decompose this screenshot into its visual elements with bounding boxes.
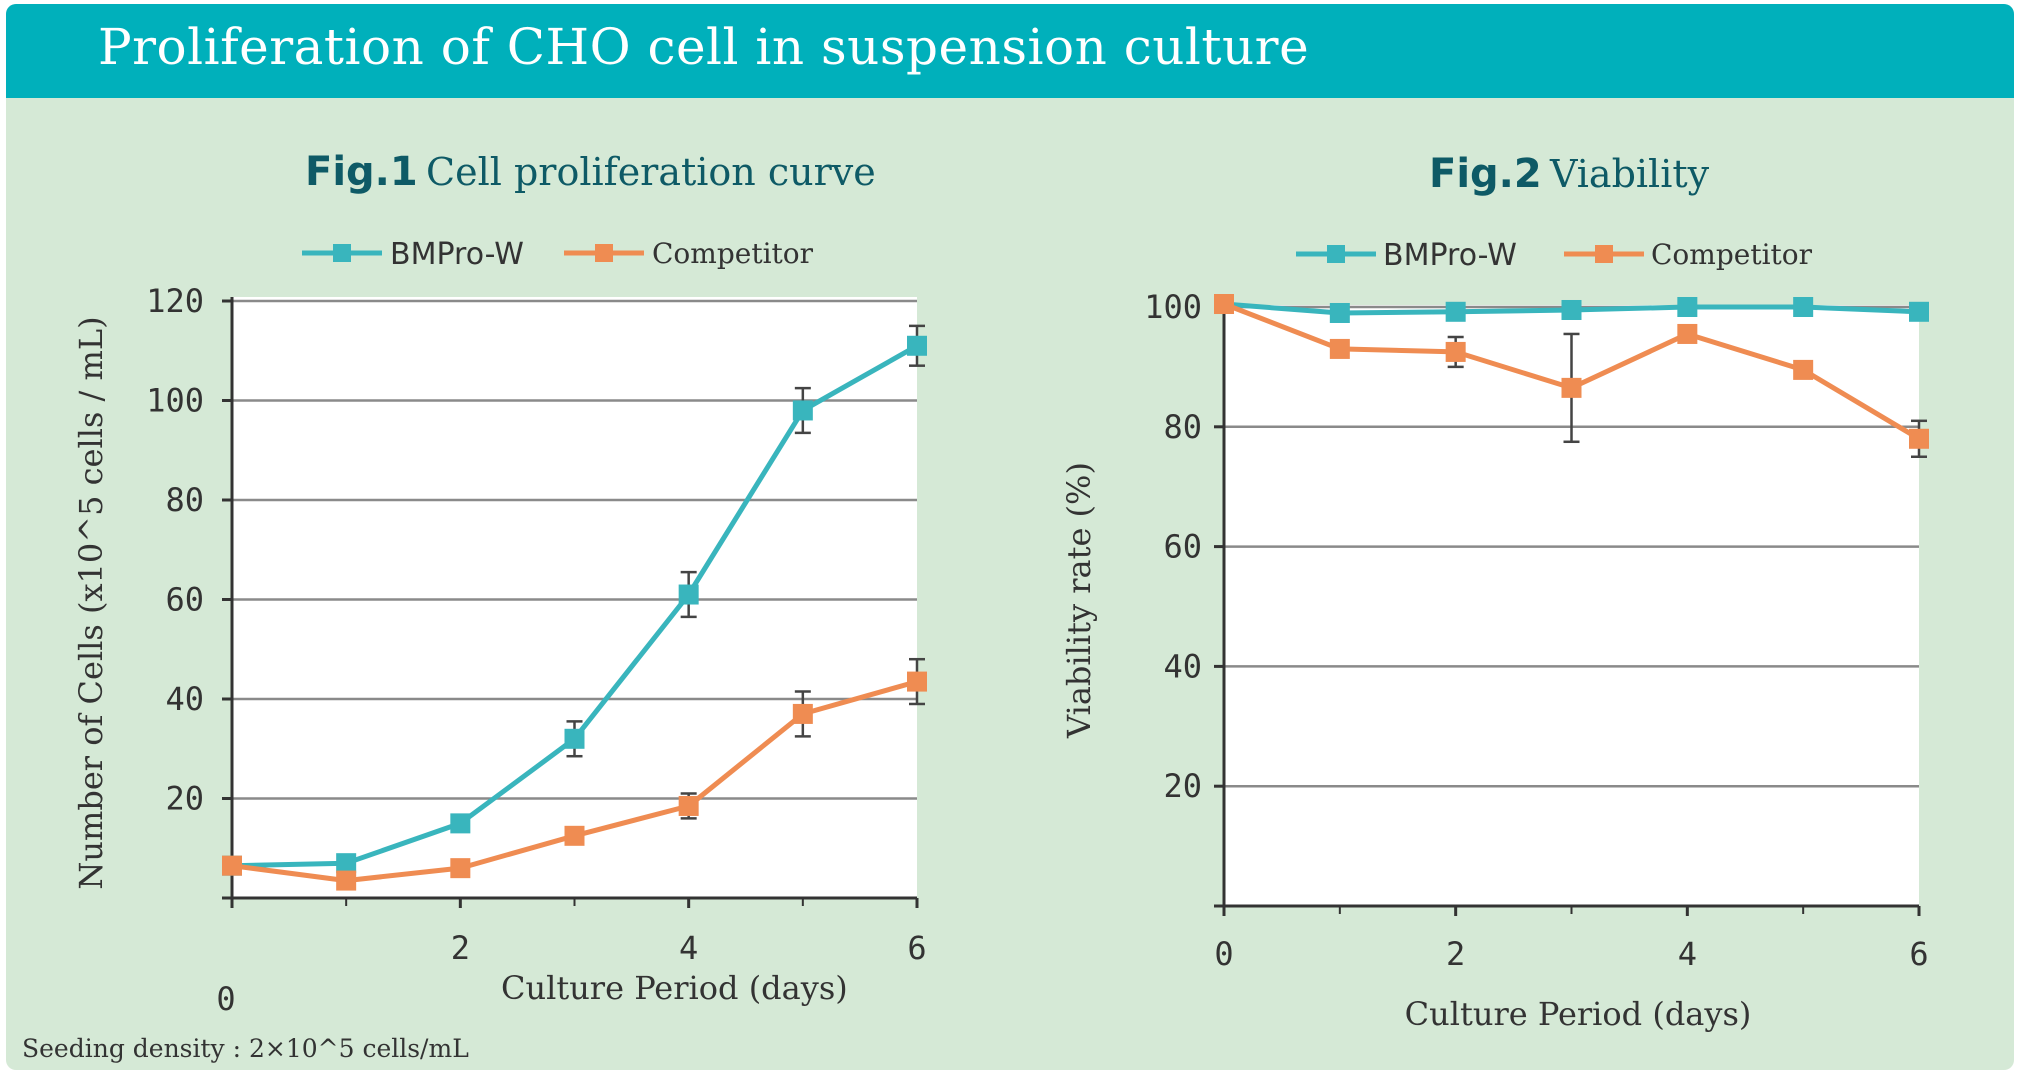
chart-1-point-competitor	[907, 671, 927, 692]
chart-2-y-tick-label: 40	[1163, 647, 1202, 685]
chart-2-point-competitor	[1909, 428, 1929, 449]
chart-1: Fig.1 Cell proliferation curve BMPro-W C…	[72, 149, 927, 1018]
chart-2-title: Viability	[1549, 152, 1710, 196]
chart-1-y-tick-label: 40	[165, 680, 204, 718]
chart-2-point-bmpro	[1445, 301, 1466, 322]
chart-2-x-tick-label: 6	[1909, 935, 1928, 973]
chart-1-legend-marker-competitor	[595, 244, 613, 262]
chart-1-legend-marker-bmpro	[333, 244, 351, 262]
chart-1-x-tick-label: 4	[679, 929, 698, 967]
chart-1-legend-label-bmpro: BMPro-W	[390, 237, 524, 272]
chart-2: Fig.2 Viability BMPro-W Competitor 20406…	[1060, 151, 1929, 1033]
chart-2-fig-label: Fig.2	[1429, 151, 1542, 197]
chart-2-point-bmpro	[1793, 297, 1814, 317]
chart-2-point-competitor	[1445, 341, 1466, 362]
chart-1-y-tick-label: 100	[146, 382, 204, 420]
charts-canvas: Fig.1 Cell proliferation curve BMPro-W C…	[72, 149, 1929, 1033]
chart-2-point-bmpro	[1677, 297, 1698, 317]
chart-1-point-competitor	[678, 795, 699, 816]
chart-2-y-tick-label: 100	[1144, 288, 1202, 326]
chart-1-point-bmpro	[336, 853, 357, 874]
chart-1-y-tick-label: 60	[165, 581, 204, 619]
chart-2-point-competitor	[1793, 359, 1814, 380]
chart-1-point-bmpro	[678, 584, 699, 605]
chart-1-series	[222, 324, 927, 891]
chart-2-legend-marker-bmpro	[1327, 245, 1345, 263]
chart-1-x-tick-label: 0	[216, 980, 235, 1018]
banner-title: Proliferation of CHO cell in suspension …	[98, 18, 1310, 76]
chart-1-legend: BMPro-W Competitor	[302, 237, 814, 272]
chart-1-point-competitor	[564, 825, 585, 846]
chart-2-point-bmpro	[1909, 301, 1929, 322]
chart-2-point-competitor	[1329, 338, 1350, 359]
chart-1-y-axis-label: Number of Cells (x10^5 cells / mL)	[72, 316, 110, 889]
chart-2-x-tick-label: 4	[1678, 935, 1697, 973]
chart-2-y-tick-label: 20	[1163, 767, 1202, 805]
chart-1-x-tick-label: 6	[907, 929, 926, 967]
chart-1-y-tick-label: 80	[165, 481, 204, 519]
chart-1-y-tick-label: 120	[146, 282, 204, 320]
chart-2-point-competitor	[1677, 323, 1698, 344]
chart-2-y-tick-label: 60	[1163, 528, 1202, 566]
chart-2-point-competitor	[1214, 294, 1234, 315]
chart-1-x-axis-label: Culture Period (days)	[501, 969, 848, 1007]
chart-1-title: Cell proliferation curve	[426, 150, 876, 194]
chart-2-point-bmpro	[1561, 299, 1582, 320]
footnote: Seeding density : 2×10^5 cells/mL	[22, 1034, 469, 1063]
chart-1-x-tick-label: 2	[451, 929, 470, 967]
chart-2-y-axis-label: Viability rate (%)	[1060, 462, 1098, 739]
chart-1-x-ticks: 0 2 4 6	[216, 898, 927, 1018]
chart-1-point-competitor	[792, 703, 813, 724]
chart-2-legend-marker-competitor	[1595, 245, 1613, 263]
chart-2-legend-label-bmpro: BMPro-W	[1383, 238, 1517, 273]
figure-panel: Proliferation of CHO cell in suspension …	[6, 4, 2014, 1070]
chart-1-legend-label-competitor: Competitor	[652, 237, 814, 270]
chart-2-y-ticks: 20 40 60 80 100	[1144, 288, 1224, 805]
chart-2-x-tick-label: 0	[1214, 935, 1233, 973]
chart-1-point-competitor	[336, 870, 357, 891]
chart-1-point-competitor	[450, 858, 471, 879]
chart-1-point-bmpro	[792, 400, 813, 421]
chart-1-point-competitor	[222, 855, 242, 876]
chart-1-point-bmpro	[450, 813, 471, 834]
chart-1-y-tick-label: 20	[165, 780, 204, 818]
chart-1-y-ticks: 20 40 60 80 100 120	[146, 282, 232, 818]
chart-2-x-axis-label: Culture Period (days)	[1405, 995, 1752, 1033]
chart-2-legend: BMPro-W Competitor	[1296, 238, 1813, 273]
chart-1-plot-area	[232, 297, 917, 898]
title-banner: Proliferation of CHO cell in suspension …	[6, 4, 2014, 98]
chart-2-point-competitor	[1561, 377, 1582, 398]
chart-2-legend-label-competitor: Competitor	[1651, 238, 1813, 271]
chart-1-point-bmpro	[564, 728, 585, 749]
chart-1-fig-label: Fig.1	[305, 149, 418, 195]
chart-1-point-bmpro	[907, 335, 927, 356]
chart-2-x-ticks: 0 2 4 6	[1214, 906, 1929, 973]
chart-2-y-tick-label: 80	[1163, 408, 1202, 446]
chart-2-x-tick-label: 2	[1446, 935, 1465, 973]
chart-2-series	[1214, 294, 1929, 458]
chart-2-point-bmpro	[1329, 302, 1350, 323]
